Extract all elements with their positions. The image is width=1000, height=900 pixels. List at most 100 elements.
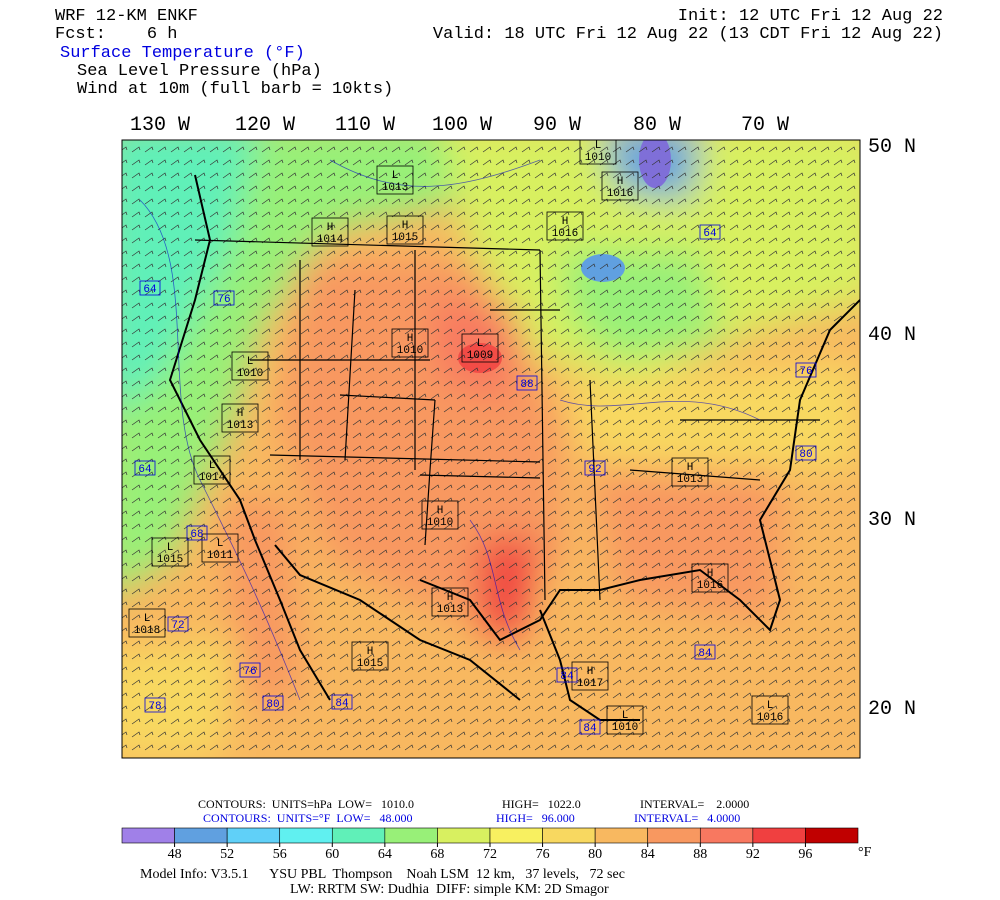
temperature-label: 64 bbox=[703, 228, 717, 240]
colorbar-tick-label: 92 bbox=[746, 847, 760, 862]
model-title: WRF 12-KM ENKF bbox=[55, 7, 198, 26]
temperature-label-box bbox=[795, 445, 817, 461]
pressure-center-value: 1013 bbox=[677, 474, 703, 486]
temperature-label: 76 bbox=[217, 294, 230, 306]
temperature-label-box bbox=[144, 697, 166, 713]
model-info: Model Info: V3.5.1 YSU PBL Thompson Noah… bbox=[140, 867, 625, 882]
temperature-contour-high: HIGH= 96.000 bbox=[496, 811, 575, 825]
field-name: Surface Temperature (°F) bbox=[60, 44, 305, 63]
temperature-label-box bbox=[556, 667, 578, 683]
pressure-center-value: 1013 bbox=[437, 604, 463, 616]
colorbar-swatch bbox=[489, 827, 543, 844]
temperature-label-box bbox=[699, 224, 721, 240]
pressure-center-value: 1018 bbox=[134, 625, 160, 637]
temperature-label-box bbox=[213, 290, 235, 306]
longitude-label: 130 W bbox=[130, 114, 190, 137]
pressure-center-letter: H bbox=[617, 176, 624, 188]
temperature-label-box bbox=[516, 375, 538, 391]
colorbar-swatch bbox=[331, 827, 386, 844]
temperature-label: 64 bbox=[138, 464, 152, 476]
latitude-label: 30 N bbox=[868, 509, 916, 532]
pressure-contour-interval: INTERVAL= 2.0000 bbox=[640, 797, 749, 811]
pressure-center-letter: H bbox=[562, 216, 569, 228]
colorbar-swatch bbox=[226, 827, 281, 844]
pressure-center-value: 1016 bbox=[552, 228, 578, 240]
pressure-center-letter: L bbox=[144, 613, 151, 625]
pressure-center-box bbox=[193, 455, 231, 485]
pressure-center-value: 1013 bbox=[382, 182, 408, 194]
temperature-label: 84 bbox=[560, 671, 574, 683]
colorbar-tick-label: 96 bbox=[798, 847, 812, 862]
longitude-label: 110 W bbox=[335, 114, 395, 137]
colorbar-tick-label: 60 bbox=[325, 847, 339, 862]
pressure-center-box bbox=[431, 587, 469, 617]
pressure-center-letter: H bbox=[407, 333, 414, 345]
pressure-center-box bbox=[351, 641, 389, 671]
pressure-center-value: 1016 bbox=[757, 712, 783, 724]
pressure-center-letter: H bbox=[587, 666, 594, 678]
pressure-center-box bbox=[601, 171, 639, 201]
pressure-center-letter: L bbox=[209, 460, 216, 472]
pressure-center-value: 1014 bbox=[199, 472, 226, 484]
colorbar-swatch bbox=[174, 827, 228, 844]
pressure-center-value: 1010 bbox=[397, 345, 423, 357]
colorbar-swatch bbox=[279, 827, 333, 844]
contour-info: CONTOURS: UNITS=hPa LOW= 1010.0 HIGH= 10… bbox=[198, 797, 749, 825]
colorbar-swatch bbox=[752, 827, 806, 844]
pressure-contour-units: CONTOURS: UNITS=hPa LOW= 1010.0 bbox=[198, 797, 414, 811]
longitude-label: 70 W bbox=[741, 114, 789, 137]
pressure-center-letter: L bbox=[247, 356, 254, 368]
colorbar-tick-label: 80 bbox=[588, 847, 602, 862]
colorbar-tick-label: 52 bbox=[220, 847, 234, 862]
pressure-center-value: 1015 bbox=[357, 658, 383, 670]
colorbar-tick-label: 76 bbox=[536, 847, 550, 862]
temperature-label-box bbox=[186, 525, 208, 541]
temperature-label: 80 bbox=[266, 699, 279, 711]
pressure-center-value: 1015 bbox=[392, 232, 418, 244]
colorbar-tick-label: 72 bbox=[483, 847, 497, 862]
pressure-center-box bbox=[201, 533, 239, 563]
temperature-contour-units: CONTOURS: UNITS=°F LOW= 48.000 bbox=[203, 811, 412, 825]
pressure-center-letter: H bbox=[707, 568, 714, 580]
pressure-center-value: 1015 bbox=[157, 554, 183, 566]
pressure-center-value: 1010 bbox=[612, 722, 638, 734]
pressure-center-value: 1013 bbox=[227, 420, 253, 432]
longitude-label: 120 W bbox=[235, 114, 295, 137]
pressure-center-letter: H bbox=[367, 646, 374, 658]
pressure-center-letter: L bbox=[392, 170, 399, 182]
colorbar-tick-label: 48 bbox=[168, 847, 182, 862]
temperature-label: 80 bbox=[799, 449, 812, 461]
latitude-label: 20 N bbox=[868, 698, 916, 721]
colorbar-swatch bbox=[699, 827, 754, 844]
temperature-label: 72 bbox=[171, 620, 184, 632]
temperature-label: 76 bbox=[799, 366, 812, 378]
pressure-center-box bbox=[311, 217, 349, 247]
colorbar-tick-label: 56 bbox=[273, 847, 287, 862]
model-info: LW: RRTM SW: Dudhia DIFF: simple KM: 2D … bbox=[290, 882, 609, 897]
temperature-label-box bbox=[331, 694, 353, 710]
pressure-center-box bbox=[571, 661, 609, 691]
temperature-label-box bbox=[795, 362, 817, 378]
colorbar-swatch bbox=[594, 827, 649, 844]
pressure-center-letter: L bbox=[477, 338, 484, 350]
longitude-label: 80 W bbox=[633, 114, 681, 137]
pressure-contour-high: HIGH= 1022.0 bbox=[502, 797, 581, 811]
colorbar-swatch bbox=[121, 827, 175, 844]
valid-time: Valid: 18 UTC Fri 12 Aug 22 (13 CDT Fri … bbox=[433, 25, 943, 44]
temperature-contour-interval: INTERVAL= 4.0000 bbox=[634, 811, 740, 825]
pressure-center-letter: L bbox=[167, 542, 174, 554]
colorbar-swatch bbox=[805, 827, 859, 844]
temperature-label: 76 bbox=[243, 666, 256, 678]
pressure-center-box bbox=[221, 403, 259, 433]
temperature-label: 84 bbox=[335, 698, 349, 710]
pressure-center-letter: H bbox=[447, 592, 454, 604]
colorbar-tick-label: 84 bbox=[641, 847, 655, 862]
pressure-center-box bbox=[751, 695, 789, 725]
pressure-center-box bbox=[461, 333, 499, 363]
pressure-center-letter: H bbox=[402, 220, 409, 232]
pressure-center-box bbox=[546, 211, 584, 241]
pressure-center-value: 1009 bbox=[467, 350, 493, 362]
pressure-center-box bbox=[606, 705, 644, 735]
colorbar-tick-label: 64 bbox=[378, 847, 392, 862]
field-name: Wind at 10m (full barb = 10kts) bbox=[77, 80, 393, 99]
